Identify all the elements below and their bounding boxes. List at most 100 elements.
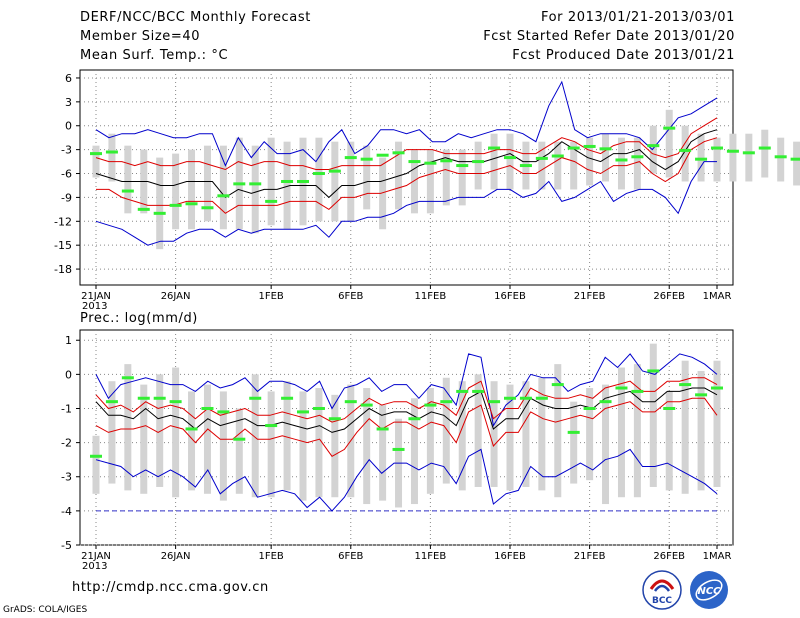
y-tick-label: 0 [65, 120, 72, 133]
spread-bar [410, 149, 418, 214]
median-marker [504, 396, 516, 400]
y-tick-label: -6 [61, 168, 72, 181]
forecast-period: For 2013/01/21-2013/03/01 [541, 10, 735, 25]
spread-bar [554, 141, 562, 190]
median-marker [790, 157, 800, 161]
spread-bar [172, 367, 180, 498]
median-marker [456, 164, 469, 168]
spread-bar [315, 388, 323, 498]
spread-bar [203, 384, 211, 494]
median-marker [185, 427, 198, 431]
spread-bar [347, 141, 355, 222]
x-tick-label: 16FEB [494, 291, 526, 302]
spread-bar [586, 137, 594, 186]
x-tick-label: 1MAR [703, 291, 732, 302]
median-marker [726, 149, 739, 153]
x-tick-label: 21JAN [81, 291, 111, 302]
spread-bar [442, 149, 450, 206]
median-marker [169, 400, 182, 404]
spread-bar [729, 133, 737, 182]
median-marker [551, 154, 564, 158]
series-lower-line [96, 137, 718, 214]
median-marker [472, 160, 485, 164]
spread-bar [586, 388, 594, 481]
series-min-line [95, 161, 717, 246]
spread-bar [474, 374, 482, 487]
median-marker [249, 396, 262, 400]
spread-bar [602, 384, 610, 505]
spread-bar [108, 133, 116, 182]
median-marker [695, 393, 708, 397]
spread-bar [506, 384, 514, 491]
median-marker [535, 156, 548, 160]
median-marker [551, 383, 564, 387]
spread-bar [458, 381, 466, 491]
median-marker [217, 410, 230, 414]
x-tick-label: 21FEB [574, 551, 606, 562]
median-marker [567, 430, 580, 434]
median-marker [217, 194, 230, 198]
spread-bar [267, 391, 275, 498]
median-marker [711, 386, 723, 390]
median-marker [153, 396, 166, 400]
y-tick-label: 3 [65, 96, 72, 109]
median-marker [153, 211, 166, 215]
median-marker [344, 156, 357, 160]
spread-bar [140, 384, 148, 494]
spread-bar [235, 408, 243, 494]
median-marker [599, 147, 612, 151]
spread-bar [331, 394, 339, 498]
spread-bar [124, 364, 132, 491]
x-tick-year: 2013 [82, 561, 107, 572]
median-marker [312, 172, 325, 176]
spread-bar [697, 133, 705, 182]
spread-bar [283, 141, 291, 230]
spread-bar [156, 157, 164, 250]
median-marker [90, 454, 102, 458]
median-marker [599, 400, 612, 404]
median-marker [297, 410, 309, 414]
median-marker [663, 406, 676, 410]
spread-bar [538, 141, 546, 190]
spread-bar [124, 145, 132, 214]
median-marker [567, 146, 580, 150]
median-marker [281, 179, 294, 183]
spread-bar [442, 377, 450, 484]
spread-bar [188, 149, 196, 230]
spread-bar [633, 137, 641, 190]
median-marker [249, 182, 262, 186]
ncc-logo-text: NCC [697, 586, 721, 597]
spread-bar [538, 377, 546, 491]
median-marker [105, 400, 118, 404]
x-tick-label: 26JAN [161, 291, 191, 302]
median-marker [758, 146, 771, 150]
spread-bar [458, 149, 466, 206]
spread-bar [315, 137, 323, 222]
median-marker [742, 151, 755, 155]
source-url[interactable]: http://cmdp.ncc.cma.gov.cn [72, 580, 269, 595]
median-marker [312, 406, 325, 410]
spread-bar [172, 153, 180, 230]
spread-bar [251, 145, 259, 234]
y-tick-label: -15 [54, 239, 72, 252]
spread-bar [697, 370, 705, 491]
median-marker [233, 437, 246, 441]
median-marker [488, 400, 501, 404]
series-mean-line [95, 387, 718, 433]
grads-credit: GrADS: COLA/IGES [3, 605, 88, 615]
spread-bar [761, 129, 769, 178]
spread-bar [188, 391, 196, 491]
median-marker [265, 424, 278, 428]
y-tick-label: 6 [65, 72, 72, 85]
median-marker [297, 179, 309, 183]
median-marker [233, 182, 246, 186]
x-tick-label: 1FEB [259, 291, 284, 302]
series-upper-line [95, 377, 718, 423]
median-marker [201, 206, 214, 210]
x-tick-label: 21JAN [81, 551, 111, 562]
median-marker [376, 427, 389, 431]
median-marker [137, 207, 150, 211]
variable-label: Mean Surf. Temp.: °C [80, 48, 229, 63]
spread-bar [410, 398, 418, 505]
